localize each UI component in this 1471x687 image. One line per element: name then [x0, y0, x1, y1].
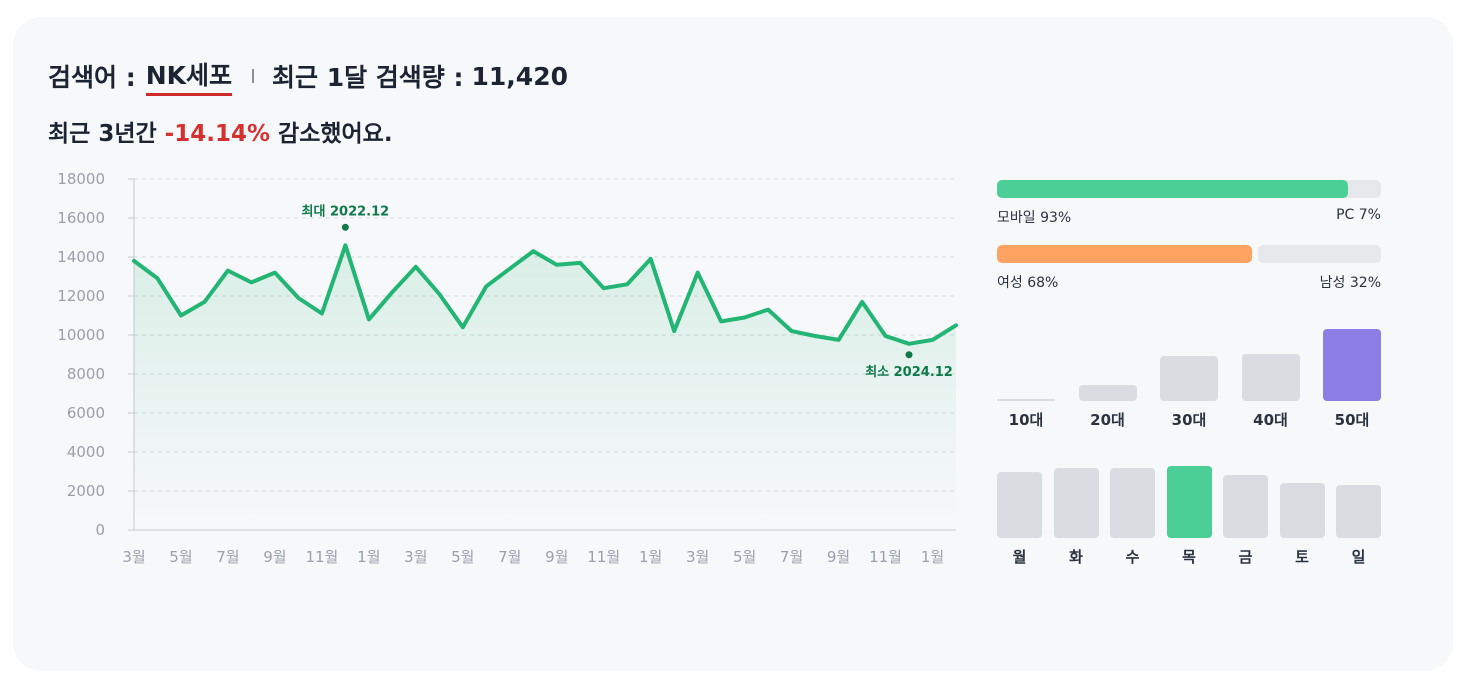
pc-label: PC 7% — [1336, 207, 1381, 223]
male-label: 남성 32% — [1319, 275, 1381, 291]
x-tick-label: 5월 — [451, 548, 474, 566]
y-tick-label: 6000 — [67, 404, 105, 422]
trend-line-chart: 0 2000 4000 6000 8000 10000 12000 14000 16000 180… — [57, 170, 958, 566]
x-tick-label: 3월 — [686, 548, 709, 566]
x-tick-label: 5월 — [169, 548, 192, 566]
trend-area — [134, 245, 956, 531]
max-annotation: 최대 2022.12 — [302, 204, 390, 231]
y-tick-label: 12000 — [57, 287, 105, 305]
x-tick-label: 11월 — [869, 548, 902, 566]
weekday-bar — [1223, 474, 1268, 538]
weekday-bar — [1110, 468, 1155, 538]
weekday-label: 목 — [1182, 548, 1196, 566]
weekday-label: 월 — [1012, 548, 1027, 566]
x-tick-label: 1월 — [921, 548, 944, 566]
female-label: 여성 68% — [997, 275, 1059, 291]
age-bar — [1323, 329, 1381, 401]
summary-change: -14.14% — [164, 121, 271, 147]
max-label: 최대 2022.12 — [302, 204, 390, 219]
y-tick-label: 8000 — [67, 365, 105, 383]
x-tick-label: 3월 — [404, 548, 427, 566]
weekday-bar — [1053, 468, 1099, 538]
age-label: 10대 — [1008, 411, 1044, 429]
male-share-bar — [1258, 245, 1381, 263]
age-bar — [1078, 385, 1137, 401]
y-tick-label: 18000 — [57, 170, 105, 188]
title-divider — [252, 69, 254, 83]
age-label: 30대 — [1171, 411, 1207, 429]
monthly-volume: 11,420 — [471, 61, 568, 91]
weekday-label: 금 — [1238, 548, 1253, 566]
x-tick-label: 5월 — [733, 548, 756, 566]
x-tick-label: 7월 — [780, 548, 803, 566]
min-label: 최소 2024.12 — [865, 365, 953, 380]
weekday-label: 일 — [1351, 548, 1366, 566]
x-tick-label: 7월 — [216, 548, 239, 566]
y-tick-label: 10000 — [57, 326, 105, 344]
weekday-bar — [1166, 466, 1212, 538]
mobile-label: 모바일 93% — [997, 210, 1072, 226]
trend-summary: 최근 3년간 -14.14% 감소했어요. — [48, 114, 393, 148]
age-bar — [997, 399, 1055, 401]
mobile-share-bar — [997, 180, 1349, 198]
weekday-label: 수 — [1125, 548, 1140, 566]
x-tick-label: 3월 — [122, 548, 145, 566]
y-tick-label: 2000 — [67, 482, 105, 500]
age-label: 20대 — [1090, 411, 1125, 429]
weekday-bar — [1336, 484, 1381, 538]
y-tick-label: 4000 — [67, 443, 105, 461]
y-tick-label: 16000 — [57, 209, 105, 227]
min-annotation: 최소 2024.12 — [865, 351, 953, 380]
keyword-prefix: 검색어 : — [48, 63, 136, 92]
monthly-prefix: 최근 1달 검색량 : — [272, 63, 464, 92]
age-label: 50대 — [1334, 411, 1370, 429]
x-tick-label: 1월 — [639, 548, 662, 566]
x-tick-label: 11월 — [305, 548, 338, 566]
x-tick-label: 7월 — [498, 548, 521, 566]
y-tick-label: 14000 — [57, 248, 105, 266]
summary-suffix: 감소했어요. — [278, 121, 393, 147]
x-tick-label: 9월 — [263, 548, 286, 566]
female-share-bar — [997, 245, 1253, 263]
weekday-bar — [997, 472, 1042, 538]
x-tick-label: 9월 — [545, 548, 568, 566]
x-tick-label: 11월 — [587, 548, 620, 566]
x-tick-label: 1월 — [357, 548, 380, 566]
age-bar — [1160, 356, 1218, 401]
trend-line — [132, 243, 958, 346]
min-marker — [905, 351, 913, 359]
x-tick-label: 9월 — [827, 548, 850, 566]
weekday-label: 토 — [1295, 548, 1309, 566]
keyword-link[interactable]: NK세포 — [145, 56, 232, 96]
max-marker — [341, 223, 349, 231]
age-bar — [1241, 354, 1300, 401]
summary-prefix: 최근 3년간 — [48, 121, 157, 147]
age-label: 40대 — [1253, 411, 1288, 429]
y-tick-label: 0 — [95, 521, 105, 539]
title-row: 검색어 : NK세포 최근 1달 검색량 : 11,420 — [48, 56, 568, 96]
weekday-bar — [1279, 482, 1325, 538]
weekday-label: 화 — [1069, 548, 1083, 566]
